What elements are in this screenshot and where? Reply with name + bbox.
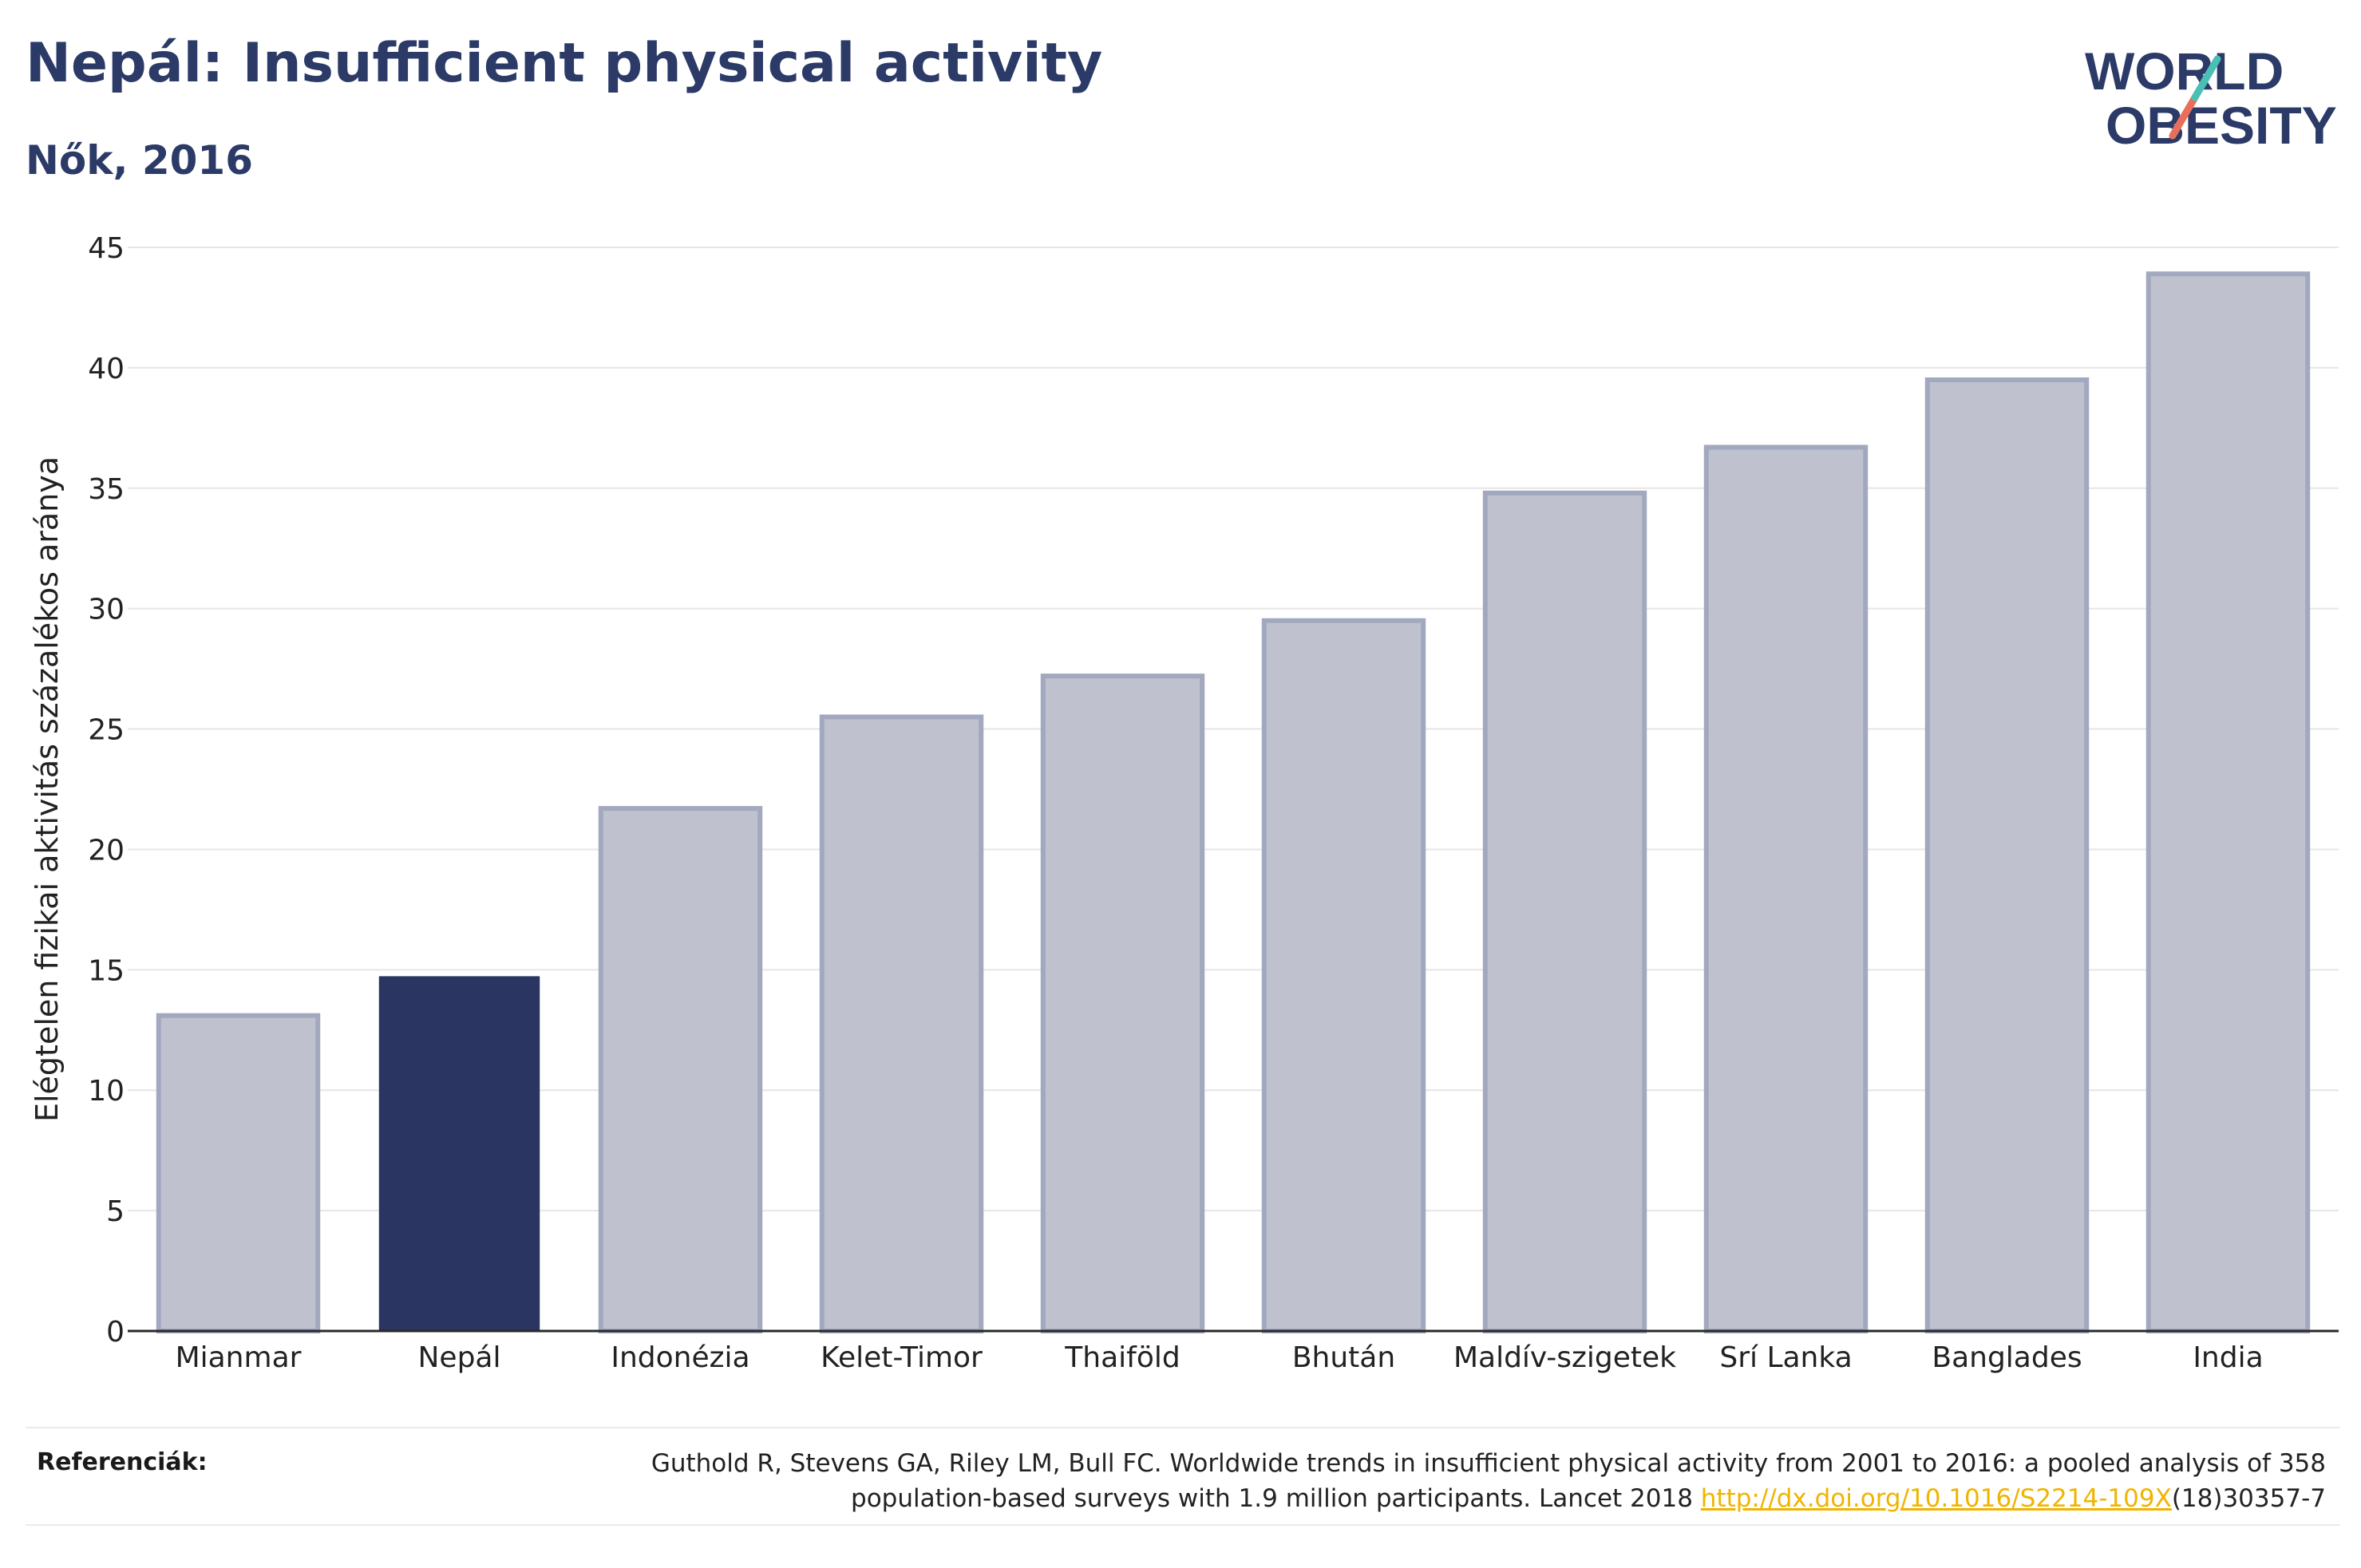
bar-banglades <box>1924 377 2090 1333</box>
y-tick-label: 20 <box>88 834 125 867</box>
x-tick-label: India <box>2193 1341 2263 1374</box>
x-tick-label: Kelet-Timor <box>821 1341 983 1374</box>
x-tick-label: Bhután <box>1292 1341 1395 1374</box>
bar-mianmar <box>156 1013 321 1334</box>
y-tick-label: 10 <box>88 1075 125 1108</box>
logo-line1: WORLD <box>2085 41 2284 101</box>
x-tick-label: Indonézia <box>611 1341 749 1374</box>
bar-nep-l <box>378 976 540 1333</box>
reference-citation-suffix: (18)30357-7 <box>2171 1484 2326 1513</box>
x-tick-label: Thaiföld <box>1064 1341 1180 1374</box>
bar-thaif-ld <box>1040 673 1205 1333</box>
bar-mald-v-szigetek <box>1482 490 1647 1333</box>
y-tick-label: 30 <box>88 594 125 626</box>
reference-doi-link[interactable]: http://dx.doi.org/10.1016/S2214-109X <box>1700 1484 2172 1513</box>
logo-slash-coral <box>2169 93 2199 140</box>
references-label: Referenciák: <box>37 1448 208 1476</box>
bar-sr-lanka <box>1703 444 1869 1333</box>
y-tick-label: 25 <box>88 714 125 747</box>
y-tick-label: 40 <box>88 353 125 385</box>
y-tick-labels: 0 5 10 15 20 25 30 35 40 45 <box>88 232 125 1349</box>
logo-slash-teal <box>2191 55 2221 101</box>
bar-bhut-n <box>1261 618 1426 1333</box>
logo-line2: OBESITY <box>2106 96 2337 155</box>
chart-subtitle: Nők, 2016 <box>26 137 254 184</box>
y-tick-label: 0 <box>106 1316 125 1349</box>
x-tick-label: Maldív-szigetek <box>1453 1341 1676 1374</box>
x-tick-label: Banglades <box>1932 1341 2082 1374</box>
references-divider-bottom <box>26 1524 2340 1526</box>
x-tick-label: Nepál <box>418 1341 501 1374</box>
world-obesity-logo: WORLD OBESITY <box>2085 41 2337 155</box>
reference-citation: Guthold R, Stevens GA, Riley LM, Bull FC… <box>651 1449 2326 1513</box>
y-tick-label: 45 <box>88 232 125 265</box>
y-tick-label: 35 <box>88 473 125 506</box>
bar-kelet-timor <box>819 714 984 1333</box>
references-text: Guthold R, Stevens GA, Riley LM, Bull FC… <box>530 1446 2326 1516</box>
bars <box>156 271 2311 1334</box>
references-divider-top <box>26 1427 2340 1428</box>
x-tick-labels: Mianmar Nepál Indonézia Kelet-Timor Thaiföld… <box>176 1341 2264 1374</box>
x-tick-label: Srí Lanka <box>1719 1341 1852 1374</box>
y-axis-title: Elégtelen fizikai aktivitás százalékos a… <box>30 456 65 1122</box>
y-tick-label: 15 <box>88 954 125 987</box>
bar-india <box>2145 271 2311 1333</box>
x-tick-label: Mianmar <box>176 1341 302 1374</box>
bar-chart: 0 5 10 15 20 25 30 35 40 45 Mianmar Nepál Indonézia… <box>30 232 2339 1374</box>
chart-title: Nepál: Insufficient physical activity <box>26 32 1103 95</box>
y-tick-label: 5 <box>106 1195 125 1228</box>
bar-indon-zia <box>598 806 763 1333</box>
